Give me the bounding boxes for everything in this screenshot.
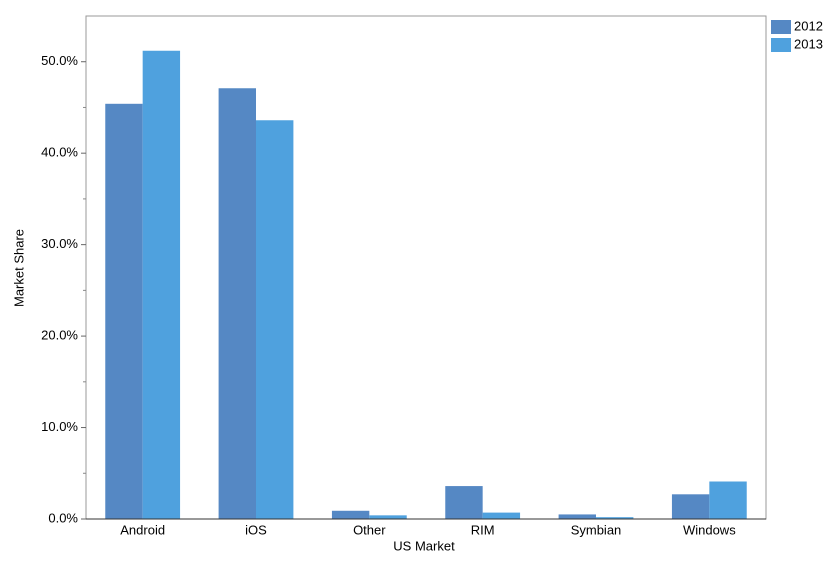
legend-label: 2013: [794, 36, 823, 51]
x-axis-title: US Market: [393, 538, 455, 553]
bar: [482, 512, 521, 519]
y-tick-label: 40.0%: [41, 145, 78, 160]
bar: [709, 481, 747, 519]
bar: [445, 486, 483, 519]
y-tick-label: 0.0%: [48, 510, 78, 525]
bar: [331, 510, 370, 519]
x-tick-label: Windows: [683, 522, 736, 537]
bar: [596, 517, 634, 519]
bar: [671, 494, 710, 519]
legend-swatch: [771, 38, 791, 52]
bar: [218, 88, 256, 520]
bar: [369, 515, 407, 519]
x-tick-label: iOS: [245, 522, 267, 537]
legend-label: 2012: [794, 18, 823, 33]
legend-swatch: [771, 20, 791, 34]
bar: [256, 120, 294, 519]
y-tick-label: 30.0%: [41, 236, 78, 251]
bar: [142, 50, 181, 520]
bar: [558, 514, 596, 519]
plot-frame: [85, 15, 767, 520]
y-tick-label: 50.0%: [41, 53, 78, 68]
x-tick-label: RIM: [471, 522, 495, 537]
x-tick-label: Symbian: [571, 522, 622, 537]
bar: [105, 103, 143, 520]
x-tick-label: Android: [120, 522, 165, 537]
y-tick-label: 20.0%: [41, 328, 78, 343]
y-axis-title: Market Share: [11, 229, 26, 307]
y-tick-label: 10.0%: [41, 419, 78, 434]
x-tick-label: Other: [353, 522, 386, 537]
